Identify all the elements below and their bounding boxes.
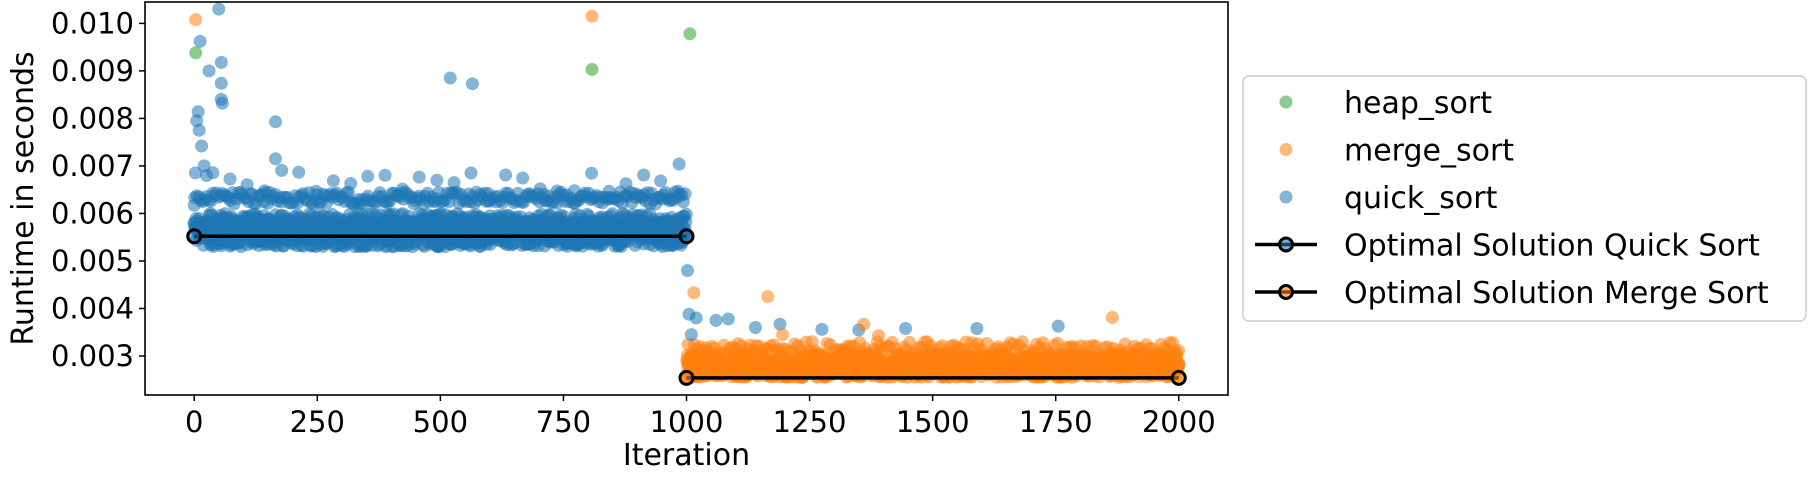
optimal-solution-quick-sort-marker	[678, 228, 695, 245]
quick_sort-point	[721, 312, 735, 326]
merge_sort-point	[687, 286, 701, 300]
legend-heap-sort-label: heap_sort	[1344, 86, 1492, 121]
quick_sort-point	[361, 169, 375, 183]
quick_sort-point	[223, 172, 237, 186]
quick_sort-point	[188, 166, 202, 180]
quick_sort-point	[192, 123, 206, 137]
y-tick-label: 0.004	[51, 292, 134, 326]
scatter-points	[187, 2, 1186, 384]
quick_sort-point	[678, 187, 692, 201]
quick_sort-point	[215, 96, 229, 110]
heap_sort-point	[189, 46, 203, 60]
y-axis-label: Runtime in seconds	[6, 51, 41, 345]
legend-merge-sort-marker	[1279, 143, 1293, 156]
quick_sort-point	[195, 139, 209, 153]
x-tick-label: 1750	[1019, 405, 1093, 439]
merge_sort-point	[189, 13, 203, 27]
merge_sort-point	[1105, 311, 1119, 324]
heap_sort-point	[683, 27, 697, 41]
x-tick-label: 1000	[650, 405, 724, 439]
legend-heap-sort-marker	[1279, 95, 1293, 109]
quick_sort-point	[499, 168, 513, 182]
legend-merge-sort-label: merge_sort	[1344, 134, 1514, 169]
quick_sort-point	[212, 2, 226, 16]
y-tick-label: 0.010	[51, 6, 134, 40]
optimal-solution-merge-sort-marker	[1170, 369, 1187, 386]
quick_sort-point	[585, 166, 599, 180]
merge_sort-point	[761, 290, 775, 304]
quick_sort-point	[187, 198, 201, 212]
x-tick-label: 1500	[896, 405, 970, 439]
quick_sort-point	[1051, 319, 1065, 333]
quick_sort-point	[443, 71, 457, 85]
x-tick-label: 2000	[1142, 405, 1216, 439]
merge_sort-point	[585, 9, 599, 23]
x-tick-label: 1250	[773, 405, 847, 439]
legend-optimal-solution-merge-sort-marker	[1278, 284, 1294, 300]
quick_sort-point	[637, 168, 651, 182]
quick_sort-point	[773, 317, 787, 331]
quick_sort-point	[815, 322, 829, 336]
legend-optimal-solution-merge-sort-label: Optimal Solution Merge Sort	[1344, 276, 1769, 311]
quick_sort-point	[899, 322, 913, 335]
quick_sort-point	[269, 152, 282, 166]
quick_sort-point	[378, 168, 392, 182]
quick_sort-point	[684, 328, 698, 342]
quick_sort-point	[748, 321, 762, 334]
optimal-solution-lines	[186, 228, 1187, 386]
quick_sort-point	[516, 171, 530, 185]
quick_sort-point	[654, 174, 668, 188]
quick_sort-point	[214, 55, 228, 69]
quick_sort-point	[200, 169, 213, 182]
y-tick-label: 0.008	[51, 101, 134, 135]
optimal-solution-merge-sort-marker	[678, 369, 695, 386]
quick_sort-point	[344, 177, 358, 190]
quick_sort-point	[464, 166, 478, 180]
quick_sort-point	[191, 105, 205, 119]
quick_sort-point	[326, 174, 340, 188]
quick_sort-point	[679, 207, 693, 221]
quick_sort-point	[465, 77, 479, 91]
x-tick-label: 0	[185, 405, 203, 439]
y-tick-label: 0.003	[51, 339, 134, 373]
quick_sort-point	[970, 322, 984, 335]
quick_sort-point	[269, 115, 282, 129]
quick_sort-point	[430, 173, 444, 187]
merge_sort-point	[776, 328, 789, 342]
quick_sort-point	[292, 165, 306, 179]
quick_sort-point	[275, 163, 289, 177]
merge_sort-point	[857, 317, 871, 331]
quick_sort-point	[672, 157, 686, 171]
legend-optimal-solution-quick-sort-label: Optimal Solution Quick Sort	[1344, 229, 1760, 264]
y-tick-label: 0.005	[51, 244, 134, 278]
x-axis: 0 250 500 750 1000 1250 1500 1750 2000	[185, 395, 1216, 439]
x-tick-label: 500	[413, 405, 468, 439]
x-axis-label: Iteration	[623, 438, 750, 473]
quick_sort-point	[214, 76, 228, 90]
legend-quick-sort-label: quick_sort	[1344, 181, 1498, 216]
legend-frame	[1242, 75, 1807, 322]
quick_sort-point	[709, 313, 723, 327]
y-tick-label: 0.006	[51, 196, 134, 230]
legend: heap_sort merge_sort quick_sort Optimal Sol…	[1242, 75, 1807, 322]
heap_sort-point	[585, 63, 599, 76]
quick_sort-point	[689, 311, 703, 325]
legend-quick-sort-marker	[1279, 190, 1293, 204]
merge_sort-point	[1172, 344, 1186, 357]
legend-optimal-solution-quick-sort-marker	[1278, 236, 1294, 253]
merge_sort-point	[1172, 359, 1186, 373]
y-tick-label: 0.009	[51, 54, 134, 88]
quick_sort-point	[193, 34, 207, 48]
optimal-solution-quick-sort-marker	[186, 228, 203, 245]
quick_sort-point	[412, 170, 426, 184]
x-tick-label: 750	[536, 405, 591, 439]
y-tick-label: 0.007	[51, 149, 134, 183]
quick_sort-point	[202, 64, 216, 78]
quick_sort-point	[681, 264, 694, 277]
x-tick-label: 250	[290, 405, 345, 439]
y-axis: 0.003 0.004 0.005 0.006 0.007 0.008 0.009 0.010	[51, 6, 145, 373]
merge_sort-point	[872, 329, 885, 343]
